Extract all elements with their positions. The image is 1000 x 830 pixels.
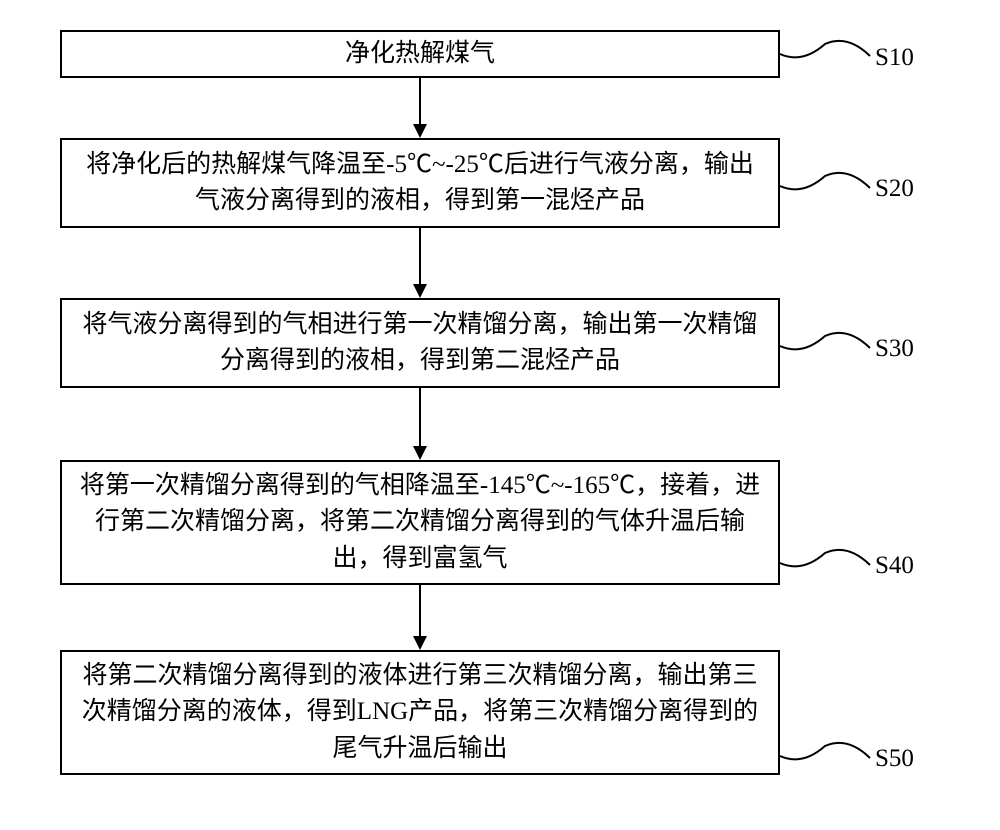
flow-box-s30: 将气液分离得到的气相进行第一次精馏分离，输出第一次精馏分离得到的液相，得到第二混… xyxy=(60,298,780,388)
flow-box-s10: 净化热解煤气 xyxy=(60,30,780,78)
arrow-head-icon xyxy=(413,124,427,138)
arrow-head-icon xyxy=(413,636,427,650)
flow-box-text: 将第二次精馏分离得到的液体进行第三次精馏分离，输出第三次精馏分离的液体，得到LN… xyxy=(76,658,764,767)
arrow-line xyxy=(419,78,421,124)
flow-box-s20: 将净化后的热解煤气降温至-5℃~-25℃后进行气液分离，输出气液分离得到的液相，… xyxy=(60,138,780,228)
flow-box-text: 将第一次精馏分离得到的气相降温至-145℃~-165℃，接着，进行第二次精馏分离… xyxy=(76,468,764,577)
flow-label-s40: S40 xyxy=(875,552,914,580)
arrow-line xyxy=(419,388,421,446)
flow-box-text: 将气液分离得到的气相进行第一次精馏分离，输出第一次精馏分离得到的液相，得到第二混… xyxy=(76,307,764,380)
flow-box-s40: 将第一次精馏分离得到的气相降温至-145℃~-165℃，接着，进行第二次精馏分离… xyxy=(60,460,780,585)
arrow-head-icon xyxy=(413,446,427,460)
flowchart-container: 净化热解煤气 S10 将净化后的热解煤气降温至-5℃~-25℃后进行气液分离，输出气… xyxy=(0,0,1000,830)
flow-box-text: 净化热解煤气 xyxy=(345,36,495,72)
arrow-line xyxy=(419,585,421,636)
arrow-line xyxy=(419,228,421,284)
flow-label-s30: S30 xyxy=(875,335,914,363)
flow-box-text: 将净化后的热解煤气降温至-5℃~-25℃后进行气液分离，输出气液分离得到的液相，… xyxy=(76,147,764,220)
flow-label-s10: S10 xyxy=(875,44,914,72)
flow-label-s50: S50 xyxy=(875,745,914,773)
flow-label-s20: S20 xyxy=(875,175,914,203)
arrow-head-icon xyxy=(413,284,427,298)
flow-box-s50: 将第二次精馏分离得到的液体进行第三次精馏分离，输出第三次精馏分离的液体，得到LN… xyxy=(60,650,780,775)
